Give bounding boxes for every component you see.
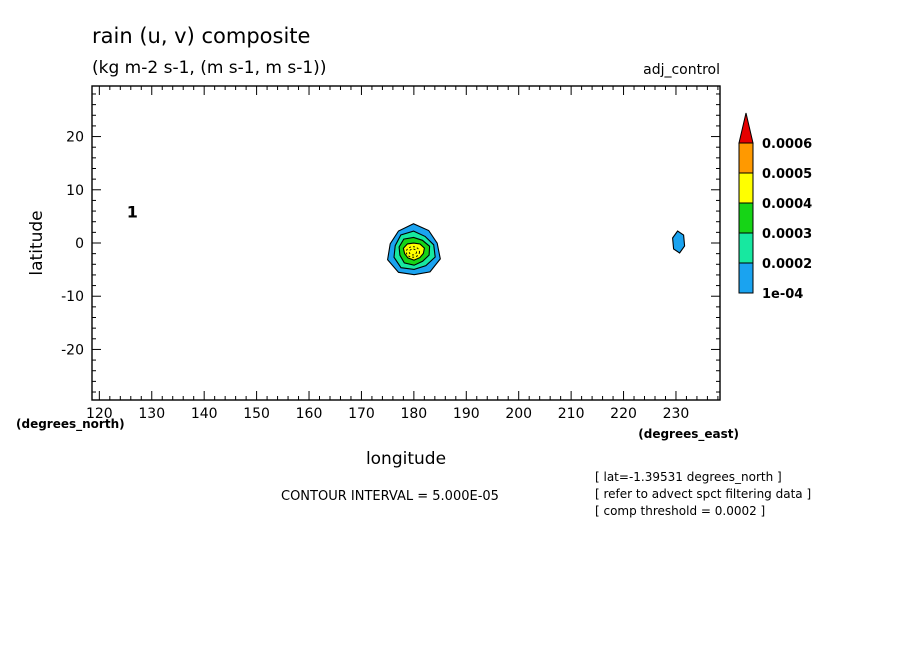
contour-inner-1: [405, 246, 420, 258]
y-units-label: (degrees_north): [16, 417, 125, 432]
colorbar-label: 0.0004: [762, 197, 812, 212]
colorbar-swatch-3: [738, 202, 754, 234]
x-tick-label: 200: [505, 406, 532, 422]
x-tick-label: 210: [558, 406, 585, 422]
colorbar-swatch-4: [738, 172, 754, 204]
x-tick-label: 130: [138, 406, 165, 422]
chart-units: (kg m-2 s-1, (m s-1, m s-1)): [92, 58, 327, 78]
y-tick-label: -20: [61, 342, 84, 358]
x-tick-label: 220: [610, 406, 637, 422]
colorbar-label: 1e-04: [762, 287, 803, 302]
x-tick-label: 150: [243, 406, 270, 422]
x-tick-label: 160: [296, 406, 323, 422]
x-axis-label: longitude: [366, 449, 446, 469]
y-tick-label: 10: [66, 183, 84, 199]
y-tick-label: 0: [75, 236, 84, 252]
x-tick-label: 140: [191, 406, 218, 422]
contour-east-blob: [672, 230, 686, 254]
colorbar-swatch-1: [738, 262, 754, 294]
colorbar-swatch-2: [738, 232, 754, 264]
x-tick-label: 120: [86, 406, 113, 422]
contour-inner-2: [408, 248, 417, 256]
x-tick-label: 170: [348, 406, 375, 422]
colorbar-label: 0.0003: [762, 227, 812, 242]
colorbar-label: 0.0005: [762, 167, 812, 182]
y-tick-label: 20: [66, 130, 84, 146]
note-threshold: [ comp threshold = 0.0002 ]: [595, 504, 766, 518]
dataset-label: adj_control: [643, 62, 720, 78]
x-tick-label: 180: [400, 406, 427, 422]
y-axis-label: latitude: [27, 210, 47, 275]
x-units-label: (degrees_east): [638, 427, 739, 442]
contour-interval: CONTOUR INTERVAL = 5.000E-05: [281, 489, 499, 504]
chart-title: rain (u, v) composite: [92, 24, 311, 48]
colorbar-swatch-5: [738, 142, 754, 174]
x-tick-label: 230: [663, 406, 690, 422]
colorbar-label: 0.0002: [762, 257, 812, 272]
y-tick-label: -10: [61, 289, 84, 305]
x-tick-label: 190: [453, 406, 480, 422]
note-filtering: [ refer to advect spct filtering data ]: [595, 487, 812, 501]
colorbar-extend-triangle: [738, 112, 754, 144]
note-latitude: [ lat=-1.39531 degrees_north ]: [595, 470, 782, 484]
colorbar-label: 0.0006: [762, 137, 812, 152]
vector-reference-label: 1: [127, 202, 138, 221]
